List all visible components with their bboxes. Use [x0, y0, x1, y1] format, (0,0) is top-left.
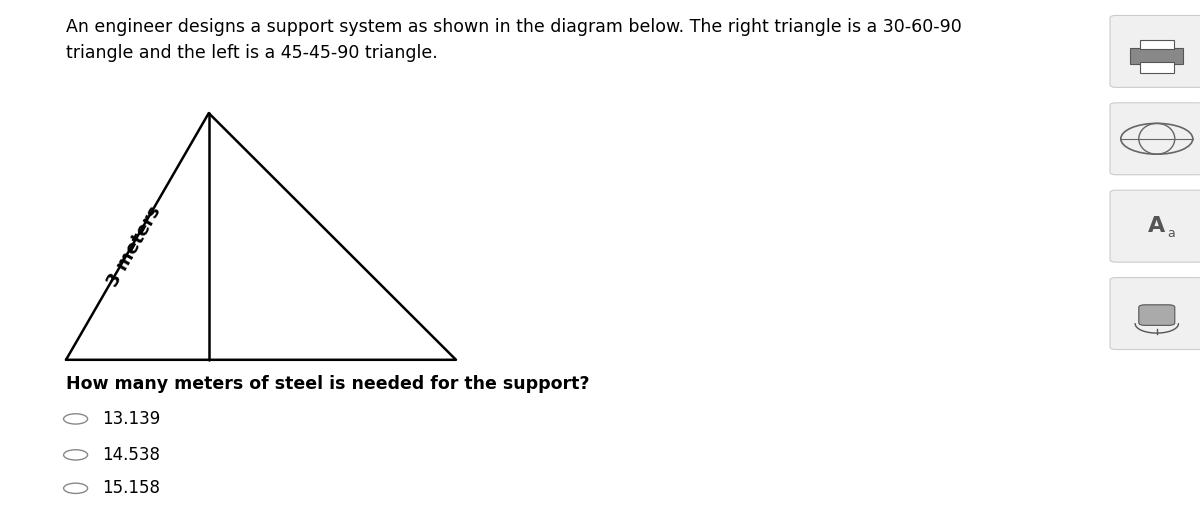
- Text: How many meters of steel is needed for the support?: How many meters of steel is needed for t…: [66, 375, 589, 393]
- FancyBboxPatch shape: [1110, 278, 1200, 350]
- Text: a: a: [1168, 227, 1175, 241]
- FancyBboxPatch shape: [1110, 103, 1200, 175]
- FancyBboxPatch shape: [1130, 48, 1183, 64]
- Text: 13.139: 13.139: [102, 410, 161, 428]
- Text: An engineer designs a support system as shown in the diagram below. The right tr: An engineer designs a support system as …: [66, 18, 961, 36]
- FancyBboxPatch shape: [1139, 305, 1175, 325]
- FancyBboxPatch shape: [1140, 62, 1174, 73]
- Text: 15.158: 15.158: [102, 479, 160, 498]
- Text: 3 meters: 3 meters: [104, 203, 164, 290]
- Text: 14.538: 14.538: [102, 446, 160, 464]
- FancyBboxPatch shape: [1140, 40, 1174, 49]
- FancyBboxPatch shape: [1110, 15, 1200, 87]
- Text: A: A: [1148, 216, 1165, 236]
- FancyBboxPatch shape: [1110, 190, 1200, 262]
- Text: triangle and the left is a 45-45-90 triangle.: triangle and the left is a 45-45-90 tria…: [66, 44, 438, 62]
